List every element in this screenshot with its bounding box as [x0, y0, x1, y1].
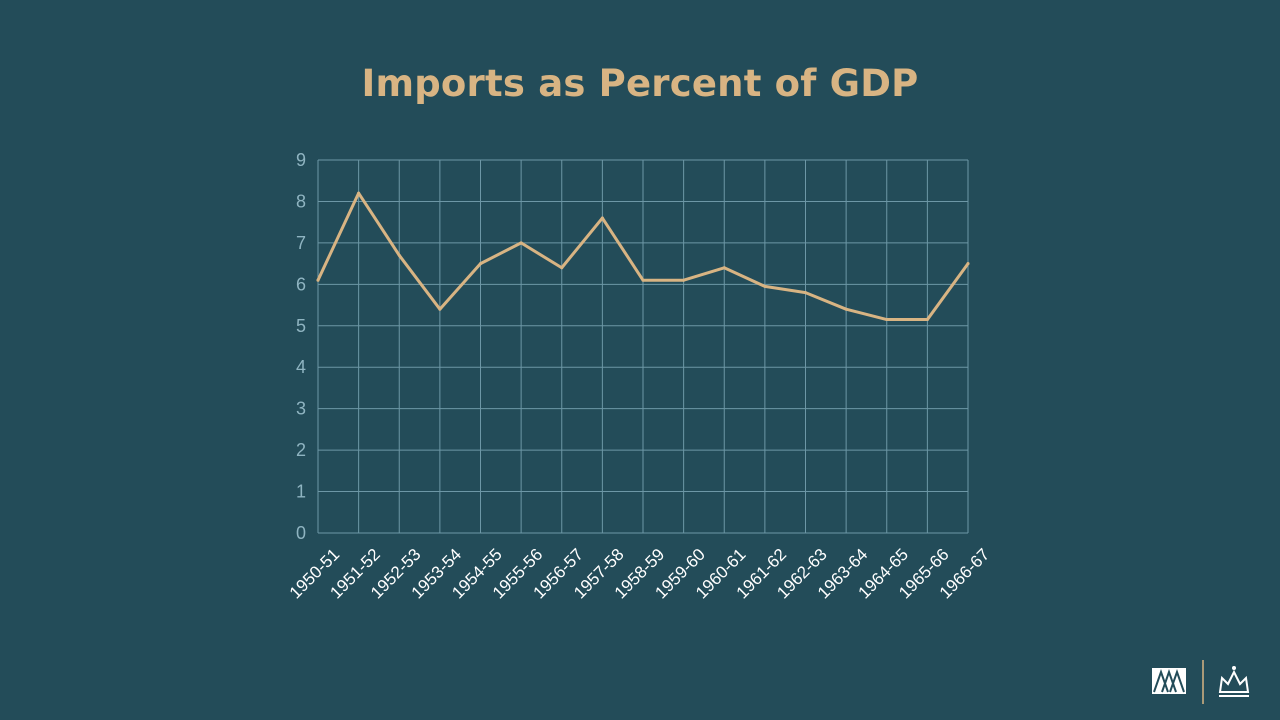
mountains-logo-icon	[1152, 668, 1186, 694]
data-point	[885, 318, 889, 322]
data-point	[479, 262, 482, 266]
y-tick-label: 2	[296, 440, 306, 460]
data-point	[722, 266, 726, 270]
data-point	[925, 318, 929, 322]
y-tick-label: 3	[296, 399, 306, 419]
y-tick-label: 7	[296, 233, 306, 253]
y-tick-label: 0	[296, 523, 306, 543]
y-tick-label: 1	[296, 482, 306, 502]
chart-title: Imports as Percent of GDP	[361, 62, 919, 105]
y-tick-label: 8	[296, 191, 306, 211]
logo-area	[1148, 658, 1258, 706]
data-point	[357, 191, 361, 195]
data-point	[763, 284, 767, 288]
data-point	[438, 307, 442, 311]
data-point	[844, 307, 848, 311]
crown-logo-icon	[1218, 666, 1250, 697]
data-point	[600, 216, 604, 220]
data-point	[316, 278, 320, 282]
y-tick-label: 9	[296, 150, 306, 170]
y-tick-label: 5	[296, 316, 306, 336]
data-point	[966, 262, 970, 266]
y-tick-label: 4	[296, 357, 306, 377]
data-point	[682, 278, 686, 282]
y-tick-label: 6	[296, 274, 306, 294]
data-point	[560, 266, 564, 270]
data-point	[804, 291, 807, 295]
data-point	[397, 253, 401, 257]
data-point	[519, 241, 523, 245]
data-point	[641, 278, 645, 282]
